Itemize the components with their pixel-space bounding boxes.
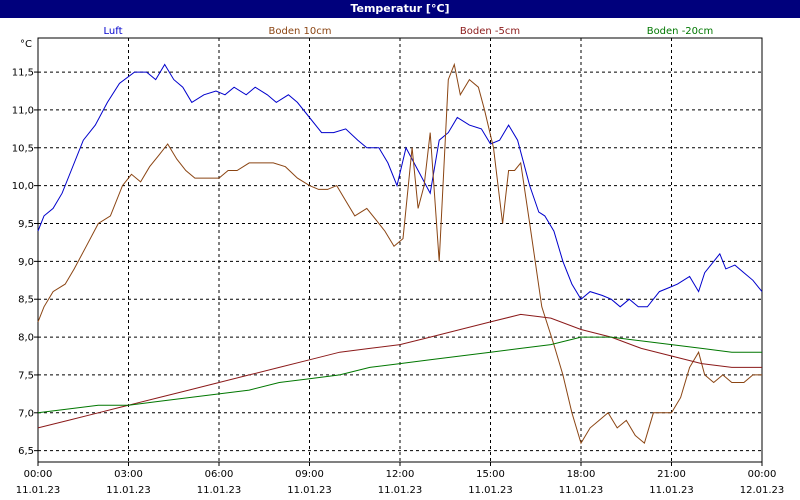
x-tick-date-label: 11.01.23 xyxy=(16,485,61,496)
y-tick-label: 8,5 xyxy=(18,295,34,306)
chart-title: Temperatur [°C] xyxy=(0,0,800,18)
x-tick-time-label: 00:00 xyxy=(748,469,777,480)
series-lines xyxy=(37,62,763,445)
y-tick-label: 9,0 xyxy=(18,257,34,268)
x-tick-time-label: 00:00 xyxy=(24,469,53,480)
y-tick-label: 9,5 xyxy=(18,219,34,230)
y-tick-label: 6,5 xyxy=(18,446,34,457)
x-tick-time-label: 09:00 xyxy=(295,469,324,480)
y-tick-label: 8,0 xyxy=(18,333,34,344)
x-tick-time-label: 18:00 xyxy=(567,469,596,480)
gridlines xyxy=(38,38,762,462)
y-tick-label: 10,0 xyxy=(12,181,34,192)
x-tick-date-label: 12.01.23 xyxy=(740,485,785,496)
x-tick-date-label: 11.01.23 xyxy=(559,485,604,496)
series-line-luft xyxy=(37,63,763,308)
y-tick-label: 7,5 xyxy=(18,370,34,381)
x-tick-date-label: 11.01.23 xyxy=(287,485,332,496)
y-axis-unit-label: °C xyxy=(20,39,32,50)
x-tick-date-label: 11.01.23 xyxy=(378,485,423,496)
x-tick-time-label: 12:00 xyxy=(386,469,415,480)
x-tick-date-label: 11.01.23 xyxy=(468,485,513,496)
y-tick-label: 11,0 xyxy=(12,105,34,116)
legend-entry: Luft xyxy=(104,26,123,37)
y-tick-label: 7,0 xyxy=(18,408,34,419)
legend: Luft Boden 10cm Boden -5cm Boden -20cm xyxy=(104,26,714,37)
legend-entry: Boden -5cm xyxy=(460,26,520,37)
x-axis-ticks: 00:00 11.01.23 03:00 11.01.23 06:00 11.01.23 0… xyxy=(16,462,785,496)
legend-entry: Boden 10cm xyxy=(269,26,332,37)
x-tick-date-label: 11.01.23 xyxy=(197,485,242,496)
x-tick-date-label: 11.01.23 xyxy=(649,485,694,496)
series-line-boden-5cm xyxy=(37,313,762,429)
y-tick-label: 11,5 xyxy=(12,68,34,79)
y-tick-label: 10,5 xyxy=(12,143,34,154)
x-tick-date-label: 11.01.23 xyxy=(106,485,151,496)
x-tick-time-label: 21:00 xyxy=(657,469,686,480)
x-tick-time-label: 06:00 xyxy=(205,469,234,480)
x-tick-time-label: 15:00 xyxy=(476,469,505,480)
series-line-boden-10cm xyxy=(37,62,762,445)
legend-entry: Boden -20cm xyxy=(647,26,714,37)
x-tick-time-label: 03:00 xyxy=(114,469,143,480)
series-line-boden-20cm xyxy=(37,336,762,414)
y-axis-ticks: 6,5 7,0 7,5 8,0 8,5 9,0 9,5 10,0 10,5 11,0 11,5 xyxy=(12,68,38,457)
